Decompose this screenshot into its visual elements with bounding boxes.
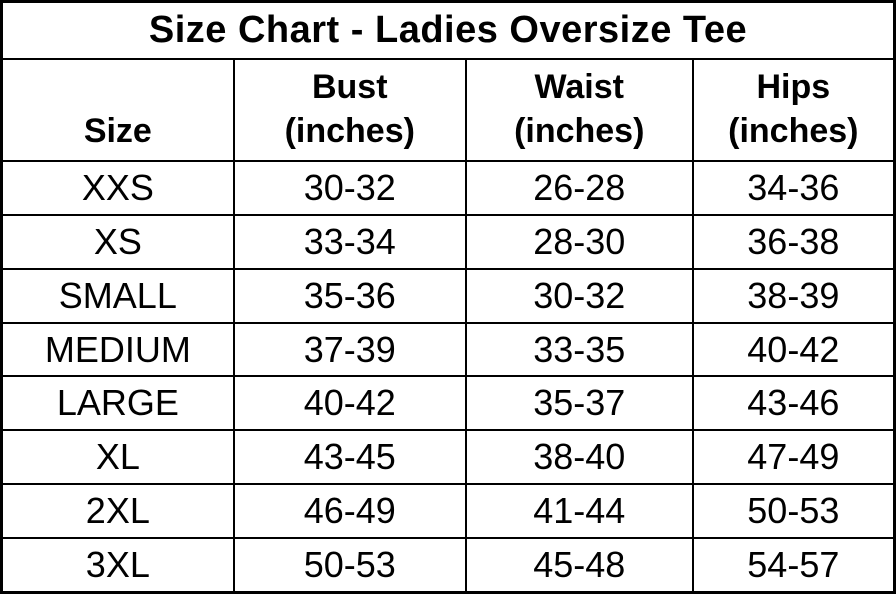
size-cell: MEDIUM [0, 321, 235, 378]
size-cell: XL [0, 429, 235, 486]
column-header-bust-sub: (inches) [284, 111, 415, 150]
table-row-2xl: 2XL 46-49 41-44 50-53 [0, 483, 896, 540]
table-row-xxs: XXS 30-32 26-28 34-36 [0, 160, 896, 216]
column-header-waist: Waist (inches) [464, 58, 694, 162]
waist-cell: 35-37 [464, 375, 694, 432]
hips-cell: 36-38 [691, 213, 896, 270]
table-row-small: SMALL 35-36 30-32 38-39 [0, 267, 896, 324]
hips-cell: 50-53 [691, 483, 896, 540]
size-cell: LARGE [0, 375, 235, 432]
hips-cell: 38-39 [691, 267, 896, 324]
waist-cell: 38-40 [464, 429, 694, 486]
hips-cell: 34-36 [691, 160, 896, 216]
waist-cell: 30-32 [464, 267, 694, 324]
table-row-medium: MEDIUM 37-39 33-35 40-42 [0, 321, 896, 378]
bust-cell: 40-42 [232, 375, 467, 432]
hips-cell: 54-57 [691, 537, 896, 594]
column-header-size: Size [0, 58, 235, 162]
hips-cell: 40-42 [691, 321, 896, 378]
hips-cell: 47-49 [691, 429, 896, 486]
size-cell: XXS [0, 160, 235, 216]
waist-cell: 26-28 [464, 160, 694, 216]
table-row-3xl: 3XL 50-53 45-48 54-57 [0, 537, 896, 594]
waist-cell: 41-44 [464, 483, 694, 540]
column-header-bust-label: Bust [311, 67, 388, 106]
size-cell: 2XL [0, 483, 235, 540]
hips-cell: 43-46 [691, 375, 896, 432]
title-row: Size Chart - Ladies Oversize Tee [0, 0, 896, 60]
bust-cell: 33-34 [232, 213, 467, 270]
column-header-hips-sub: (inches) [728, 111, 859, 150]
bust-cell: 50-53 [232, 537, 467, 594]
chart-title: Size Chart - Ladies Oversize Tee [0, 0, 896, 60]
column-header-hips: Hips (inches) [691, 58, 896, 162]
header-row: Size Bust (inches) Waist (inches) Hips (… [0, 58, 896, 162]
size-cell: XS [0, 213, 235, 270]
table-row-xs: XS 33-34 28-30 36-38 [0, 213, 896, 270]
bust-cell: 46-49 [232, 483, 467, 540]
size-cell: 3XL [0, 537, 235, 594]
size-cell: SMALL [0, 267, 235, 324]
bust-cell: 35-36 [232, 267, 467, 324]
column-header-bust: Bust (inches) [232, 58, 467, 162]
column-header-waist-sub: (inches) [514, 111, 645, 150]
waist-cell: 33-35 [464, 321, 694, 378]
bust-cell: 30-32 [232, 160, 467, 216]
table-row-large: LARGE 40-42 35-37 43-46 [0, 375, 896, 432]
table-row-xl: XL 43-45 38-40 47-49 [0, 429, 896, 486]
column-header-size-label: Size [83, 111, 152, 150]
bust-cell: 43-45 [232, 429, 467, 486]
column-header-waist-label: Waist [534, 67, 624, 106]
column-header-hips-label: Hips [756, 67, 831, 106]
waist-cell: 28-30 [464, 213, 694, 270]
bust-cell: 37-39 [232, 321, 467, 378]
waist-cell: 45-48 [464, 537, 694, 594]
